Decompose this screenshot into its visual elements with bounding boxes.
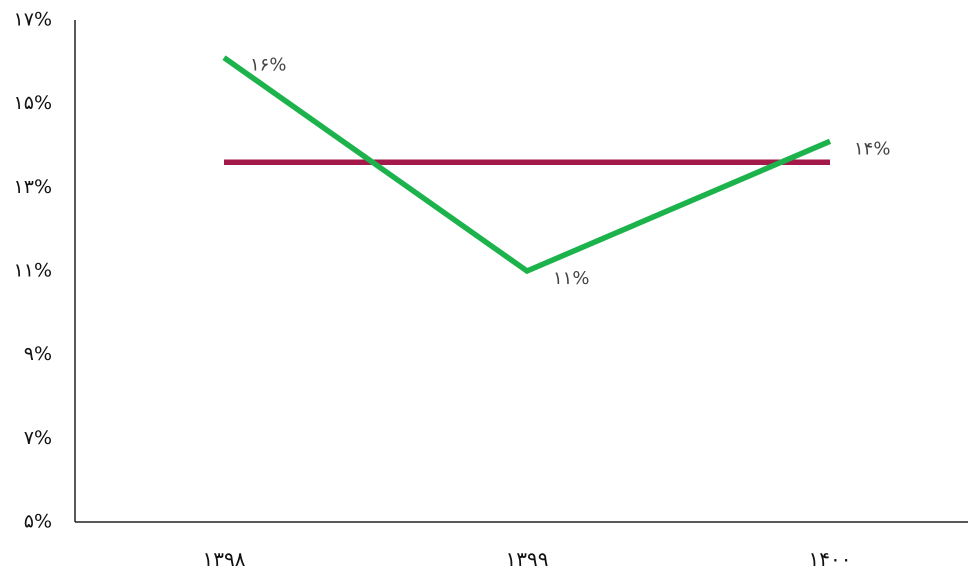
x-axis-ticks: ۱۳۹۸ ۱۳۹۹ ۱۴۰۰ xyxy=(203,547,852,571)
series-line-1 xyxy=(222,55,832,275)
x-tick-label: ۱۴۰۰ xyxy=(809,547,852,571)
y-tick-label: ۱۵% xyxy=(14,92,52,114)
y-tick-label: ۱۷% xyxy=(14,9,52,31)
y-tick-label: ۵% xyxy=(24,511,52,533)
y-tick-label: ۷% xyxy=(24,427,52,449)
y-tick-label: ۱۳% xyxy=(14,176,52,198)
series-group xyxy=(222,55,832,275)
axes xyxy=(74,20,968,523)
y-tick-label: ۱۱% xyxy=(14,260,52,282)
data-labels: ۱۶% ۱۱% ۱۴% xyxy=(250,55,890,289)
data-label: ۱۱% xyxy=(553,268,589,289)
x-tick-label: ۱۳۹۸ xyxy=(203,547,246,571)
data-label: ۱۶% xyxy=(250,55,286,76)
x-tick-label: ۱۳۹۹ xyxy=(506,547,549,571)
y-axis-ticks: ۵% ۷% ۹% ۱۱% ۱۳% ۱۵% ۱۷% xyxy=(14,9,52,533)
data-label: ۱۴% xyxy=(854,138,890,159)
y-tick-label: ۹% xyxy=(24,343,52,365)
